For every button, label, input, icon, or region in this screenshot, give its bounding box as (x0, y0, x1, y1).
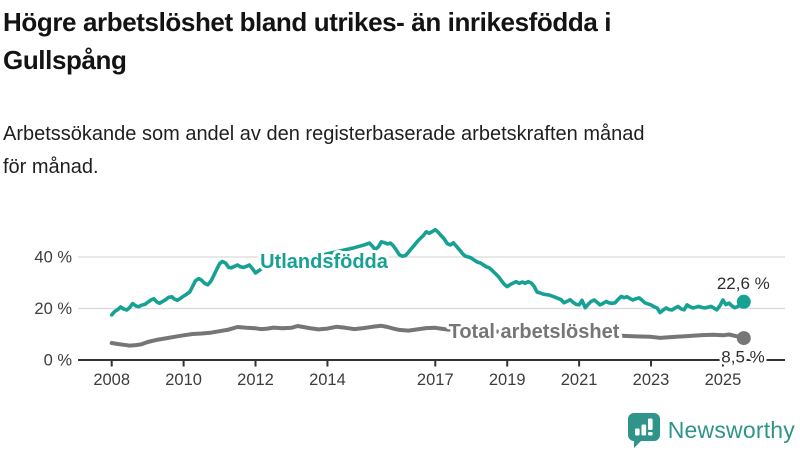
x-tick-label: 2010 (165, 371, 202, 389)
series-line-0 (109, 227, 746, 317)
subtitle-line-2: för månad. (3, 156, 99, 178)
series-end-dot-1 (736, 331, 751, 346)
x-tick-label: 2025 (705, 371, 742, 389)
unemployment-line-chart: 2008 2010 2012 2014 2017 2019 2021 2023 2025 0 % 2… (0, 200, 800, 400)
x-tick-label: 2014 (309, 371, 346, 389)
series-end-dot-0 (736, 294, 751, 309)
series-line-1 (109, 323, 746, 348)
page-title: Högre arbetslöshet bland utrikes- än inr… (3, 3, 611, 79)
series-end-value-1: 8,5 % (721, 348, 764, 367)
x-tick-label: 2021 (561, 371, 598, 389)
brand-footer: Newsworthy (627, 412, 795, 449)
y-tick-label: 0 % (44, 352, 73, 370)
exclamation-dot (647, 432, 653, 436)
x-tick-label: 2012 (237, 371, 274, 389)
series-end-value-0: 22,6 % (717, 274, 770, 293)
newsworthy-logo-icon (627, 413, 660, 448)
title-line-2: Gullspång (3, 45, 127, 75)
subtitle-line-1: Arbetssökande som andel av den registerb… (3, 123, 645, 145)
y-tick-label: 40 % (34, 249, 72, 267)
series-label-1: Total arbetslöshet (449, 321, 620, 343)
chart-canvas: 2008 2010 2012 2014 2017 2019 2021 2023 2025 0 % 2… (34, 227, 785, 389)
exclamation-bar (647, 418, 653, 430)
brand-wordmark: Newsworthy (667, 417, 795, 443)
series-label-0: Utlandsfödda (260, 251, 389, 273)
y-tick-label: 20 % (34, 300, 72, 318)
chart-subtitle: Arbetssökande som andel av den registerb… (3, 118, 645, 184)
title-line-1: Högre arbetslöshet bland utrikes- än inr… (3, 7, 612, 37)
x-tick-label: 2023 (633, 371, 670, 389)
bar-chart-bar-small (634, 428, 640, 436)
x-tick-label: 2008 (93, 371, 130, 389)
bar-chart-bar-tall (641, 424, 646, 436)
x-tick-label: 2017 (417, 371, 454, 389)
x-tick-label: 2019 (489, 371, 526, 389)
